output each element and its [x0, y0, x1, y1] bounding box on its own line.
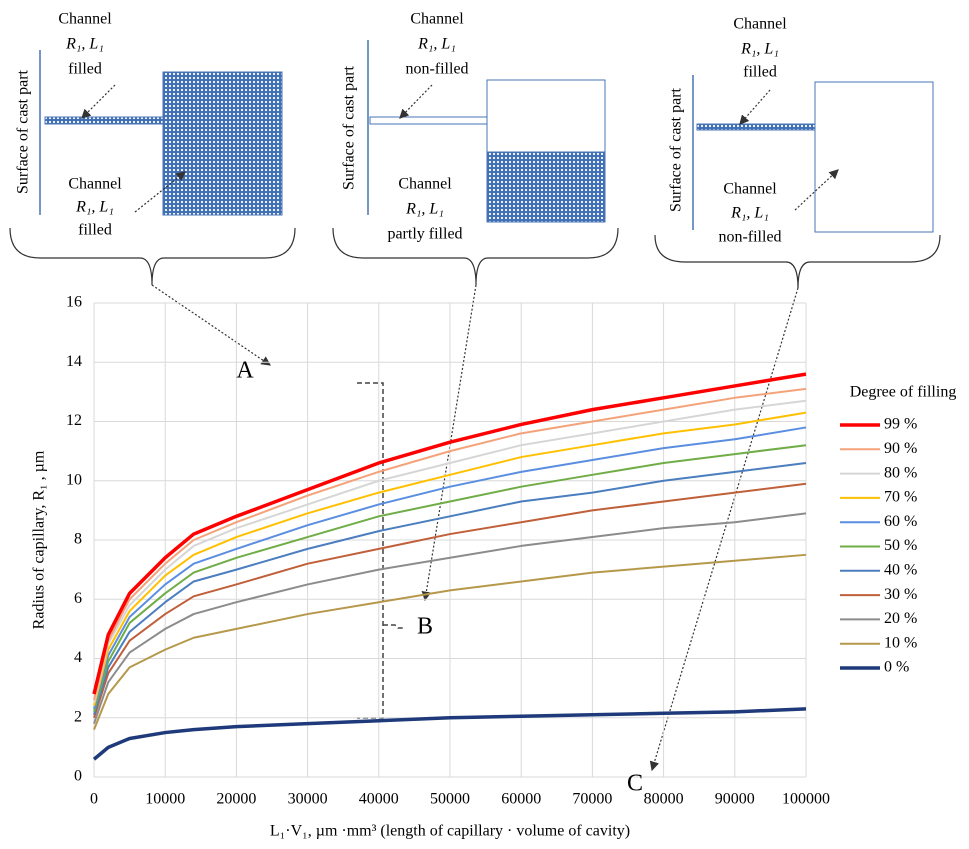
- channel-label: Channel: [410, 11, 464, 28]
- bracket-b: [357, 383, 405, 718]
- surface-label: Surface of cast part: [15, 69, 32, 193]
- legend-label: 80 %: [884, 464, 917, 481]
- surface-label: Surface of cast part: [341, 65, 358, 189]
- x-tick-label: 70000: [572, 791, 612, 808]
- x-tick-label: 80000: [644, 791, 684, 808]
- channel-label: Channel: [398, 176, 452, 193]
- x-tick-label: 20000: [216, 791, 256, 808]
- channel-label: R₁, L₁: [65, 36, 104, 53]
- x-tick-label: 90000: [715, 791, 755, 808]
- channel-label: filled: [68, 61, 102, 78]
- channel-label: Channel: [68, 176, 122, 193]
- legend-label: 30 %: [884, 586, 917, 603]
- annotation: B: [417, 614, 433, 640]
- y-tick-label: 16: [66, 294, 82, 311]
- channel-label: R₁, L₁: [417, 36, 456, 53]
- x-tick-label: 10000: [145, 791, 185, 808]
- legend-label: 99 %: [884, 416, 917, 433]
- legend-label: 10 %: [884, 634, 917, 651]
- x-tick-label: 40000: [359, 791, 399, 808]
- legend-label: 50 %: [884, 537, 917, 554]
- diagram-nonfilled: [655, 75, 940, 288]
- channel-label: partly filled: [387, 226, 462, 243]
- channel-label: Channel: [58, 11, 112, 28]
- y-tick-label: 2: [74, 708, 82, 725]
- channel-label: R₁, L₁: [740, 41, 779, 58]
- y-tick-label: 8: [74, 531, 82, 548]
- x-tick-label: 60000: [501, 791, 541, 808]
- y-tick-label: 10: [66, 471, 82, 488]
- legend-label: 40 %: [884, 561, 917, 578]
- channel-label: Channel: [733, 16, 787, 33]
- legend-label: 20 %: [884, 610, 917, 627]
- diagram-filled: [10, 50, 295, 285]
- diagram-partly: [333, 40, 618, 285]
- y-tick-label: 4: [74, 649, 82, 666]
- x-axis-label: L₁·V₁, µm ·mm³ (length of capillary · vo…: [270, 823, 630, 840]
- y-tick-label: 14: [66, 353, 82, 370]
- arrow-a: [152, 285, 270, 365]
- x-tick-label: 0: [90, 791, 98, 808]
- figure: Surface of cast part Channel R₁, L₁ filled C…: [0, 0, 969, 849]
- x-tick-label: 30000: [288, 791, 328, 808]
- channel-label: filled: [78, 222, 112, 239]
- y-axis-label: Radius of capillary, R₁ , µm: [31, 450, 48, 629]
- legend-label: 70 %: [884, 489, 917, 506]
- channel-label: R₁, L₁: [730, 205, 769, 222]
- channel-label: filled: [743, 64, 777, 81]
- x-tick-label: 50000: [430, 791, 470, 808]
- y-tick-label: 0: [74, 768, 82, 785]
- y-tick-label: 12: [66, 412, 82, 429]
- arrow-c: [652, 288, 798, 770]
- legend-label: 60 %: [884, 513, 917, 530]
- channel-label: R₁, L₁: [405, 201, 444, 218]
- channel-label: non-filled: [718, 229, 781, 246]
- annotation: C: [627, 771, 643, 797]
- legend-label: 0 %: [884, 659, 909, 676]
- legend-title: Degree of filling: [850, 384, 957, 401]
- annotation: A: [236, 358, 254, 384]
- channel-label: R₁, L₁: [75, 199, 114, 216]
- legend-label: 90 %: [884, 440, 917, 457]
- channel-label: non-filled: [405, 61, 468, 78]
- channel-label: Channel: [723, 181, 777, 198]
- x-tick-label: 100000: [782, 791, 830, 808]
- y-tick-label: 6: [74, 590, 82, 607]
- surface-label: Surface of cast part: [668, 87, 685, 211]
